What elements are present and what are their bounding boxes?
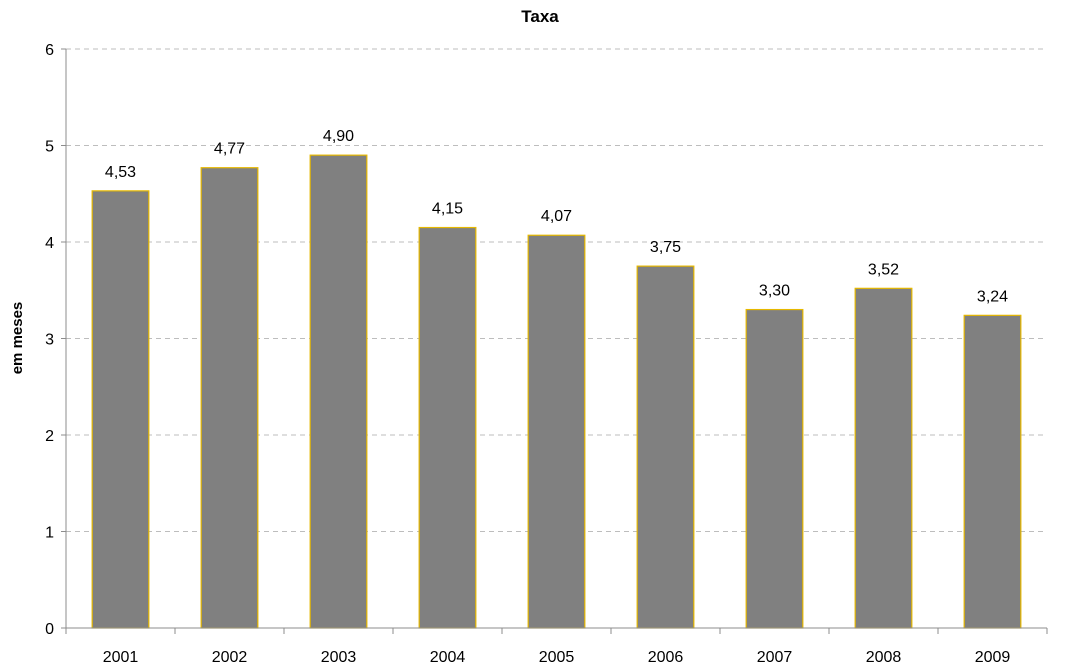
labels: 0 1 2 3 4 5 6 4,53 2001 4,77 2002 4,90 2003 4,15 2004 4… — [45, 42, 1010, 666]
y-tick-label: 0 — [45, 621, 54, 638]
y-axis-label: em meses — [9, 302, 26, 375]
bar — [200, 167, 259, 629]
data-label: 4,07 — [541, 208, 572, 225]
y-tick-label: 1 — [45, 525, 54, 542]
y-tick-label: 2 — [45, 428, 54, 445]
data-label: 4,77 — [214, 141, 245, 158]
data-label: 3,52 — [868, 261, 899, 278]
data-label: 4,53 — [105, 164, 136, 181]
data-label: 4,90 — [323, 128, 354, 145]
bar — [963, 314, 1022, 629]
x-tick-label: 2006 — [648, 649, 684, 666]
x-tick-label: 2009 — [975, 649, 1011, 666]
data-label: 3,75 — [650, 239, 681, 256]
x-tick-label: 2002 — [212, 649, 248, 666]
bar — [527, 234, 586, 629]
y-tick-label: 4 — [45, 235, 54, 252]
data-label: 3,24 — [977, 288, 1008, 305]
bar — [91, 190, 150, 629]
data-label: 3,30 — [759, 283, 790, 300]
x-tick-label: 2005 — [539, 649, 575, 666]
x-tick-label: 2004 — [430, 649, 466, 666]
bar — [745, 308, 804, 629]
bar — [418, 226, 477, 629]
y-tick-label: 5 — [45, 139, 54, 156]
chart-title: Taxa — [521, 7, 559, 26]
bar — [854, 287, 913, 629]
x-tick-label: 2003 — [321, 649, 357, 666]
x-tick-label: 2007 — [757, 649, 793, 666]
bar — [309, 154, 368, 629]
x-tick-label: 2001 — [103, 649, 139, 666]
y-tick-label: 6 — [45, 42, 54, 59]
axes — [61, 48, 1048, 634]
y-tick-label: 3 — [45, 332, 54, 349]
bars — [91, 154, 1022, 629]
bar — [636, 265, 695, 629]
data-label: 4,15 — [432, 201, 463, 218]
x-tick-label: 2008 — [866, 649, 902, 666]
